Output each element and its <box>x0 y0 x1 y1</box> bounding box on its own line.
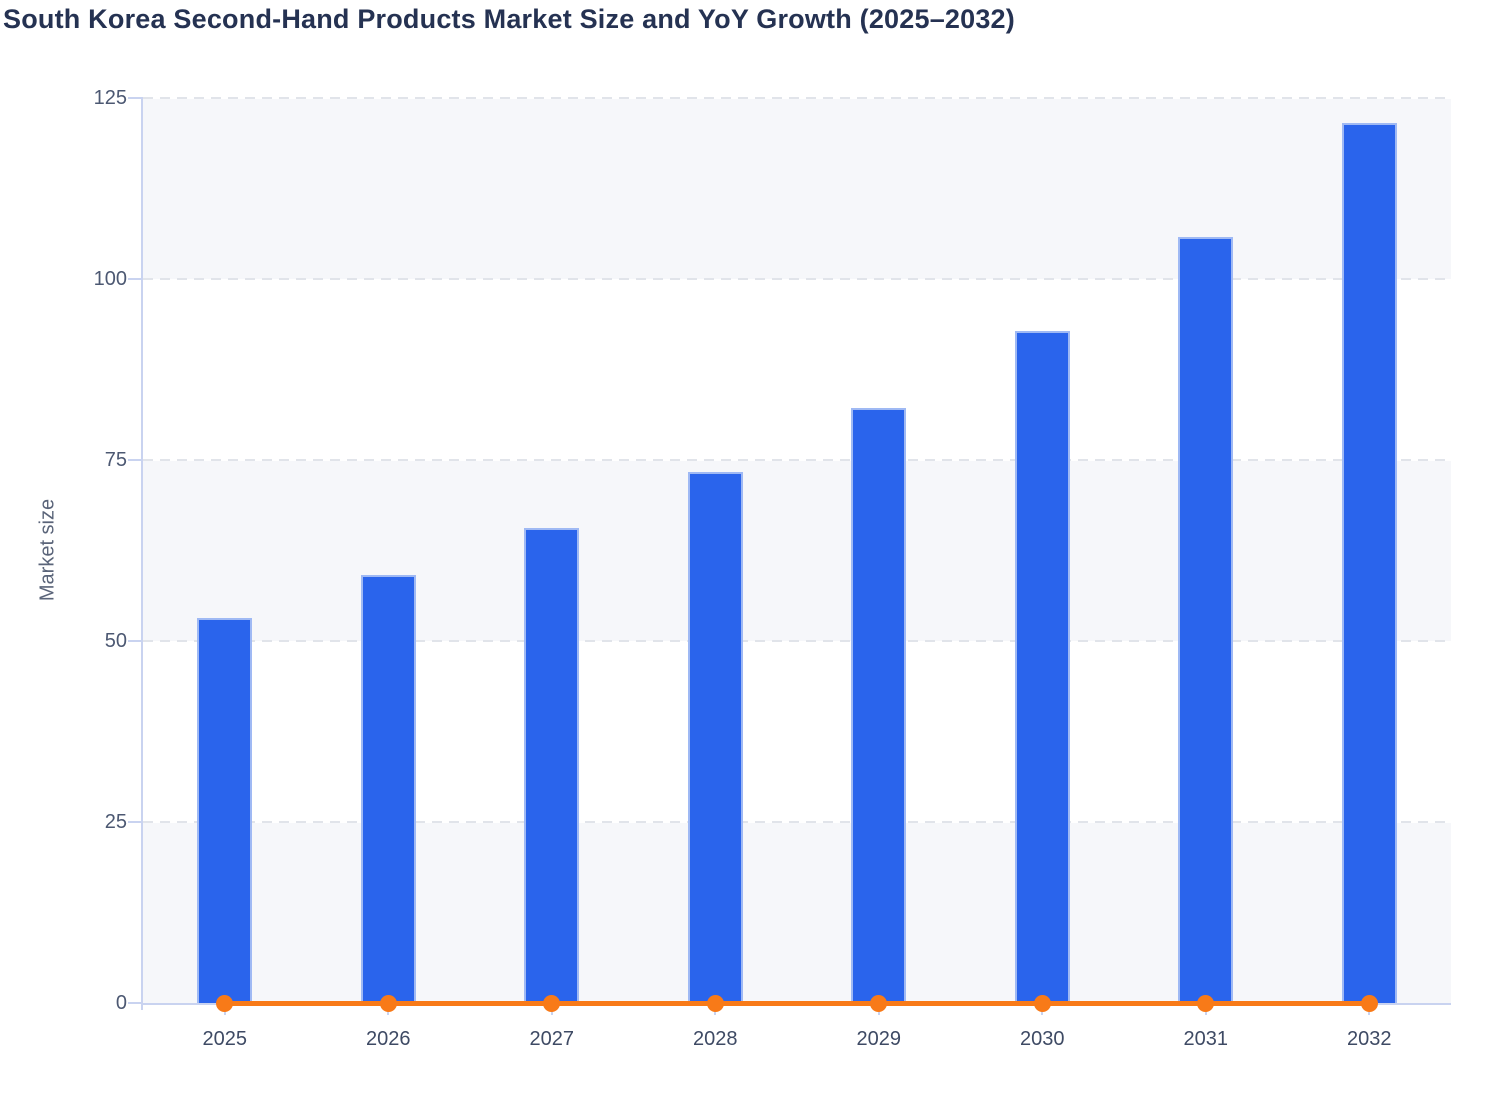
yoy-growth-point-2029[interactable] <box>870 994 888 1012</box>
y-axis-tick <box>128 459 141 461</box>
bar-2028[interactable] <box>687 472 743 1003</box>
x-axis-tick-label: 2028 <box>693 1028 738 1050</box>
gridline <box>143 459 1451 461</box>
plot-band <box>143 461 1451 641</box>
x-axis-tick-label: 2032 <box>1347 1028 1392 1050</box>
x-axis-tick-label: 2027 <box>529 1028 575 1050</box>
yoy-growth-point-2025[interactable] <box>216 994 234 1012</box>
y-axis-tick-label: 0 <box>115 992 127 1014</box>
x-axis-tick-label: 2031 <box>1183 1028 1229 1050</box>
plot-band <box>143 99 1451 279</box>
yoy-growth-point-2027[interactable] <box>543 994 561 1012</box>
y-axis-tick-label: 25 <box>104 811 127 833</box>
x-axis-tick-label: 2029 <box>856 1028 902 1050</box>
y-axis-tick-label: 50 <box>104 630 127 652</box>
gridline <box>143 97 1451 99</box>
yoy-growth-point-2032[interactable] <box>1360 994 1378 1012</box>
gridline <box>143 640 1451 642</box>
bar-2030[interactable] <box>1014 331 1070 1003</box>
yoy-growth-point-2030[interactable] <box>1033 994 1051 1012</box>
y-axis-tick <box>128 640 141 642</box>
yoy-growth-line <box>224 1001 1370 1006</box>
y-axis-tick <box>128 1002 141 1004</box>
y-axis-line <box>141 97 143 1010</box>
x-axis-tick-label: 2025 <box>202 1028 248 1050</box>
gridline <box>143 278 1451 280</box>
y-axis-tick <box>128 821 141 823</box>
yoy-growth-point-2026[interactable] <box>379 994 397 1012</box>
chart-title: South Korea Second-Hand Products Market … <box>3 4 1015 34</box>
y-axis-tick-label: 125 <box>93 87 127 109</box>
y-axis-tick <box>128 278 141 280</box>
bar-2026[interactable] <box>360 575 416 1003</box>
gridline <box>143 821 1451 823</box>
bar-2027[interactable] <box>524 528 580 1003</box>
yoy-growth-point-2031[interactable] <box>1197 994 1215 1012</box>
y-axis-tick-label: 100 <box>93 268 127 290</box>
yoy-growth-point-2028[interactable] <box>706 994 724 1012</box>
x-axis-tick-label: 2026 <box>366 1028 411 1050</box>
bar-2025[interactable] <box>197 617 253 1003</box>
plot-band <box>143 823 1451 1003</box>
y-axis-tick-label: 75 <box>104 449 127 471</box>
x-axis-tick-label: 2030 <box>1020 1028 1065 1050</box>
y-axis-tick <box>128 97 141 99</box>
bar-2029[interactable] <box>851 407 907 1003</box>
bar-2031[interactable] <box>1178 237 1234 1003</box>
bar-2032[interactable] <box>1341 123 1397 1003</box>
